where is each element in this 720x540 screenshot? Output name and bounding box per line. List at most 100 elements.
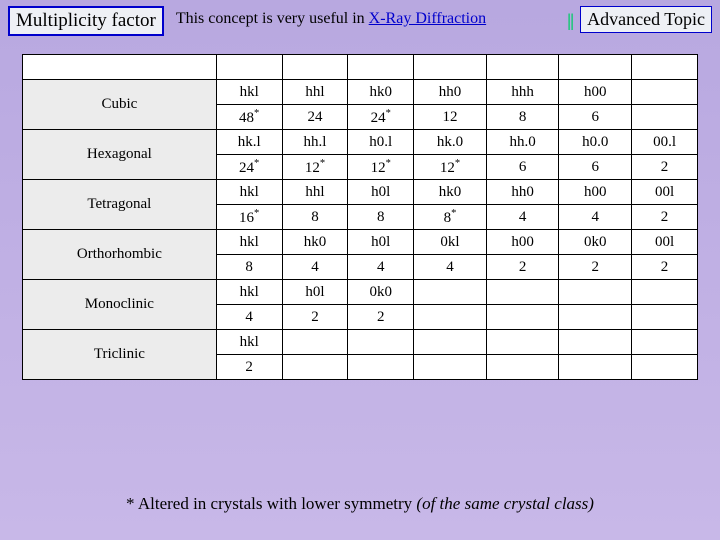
table-cell: hh.l: [282, 130, 348, 155]
table-cell: hkl: [216, 330, 282, 355]
table-cell: 24*: [216, 155, 282, 180]
subtitle: This concept is very useful in X-Ray Dif…: [176, 10, 568, 28]
table-cell: 2: [216, 355, 282, 380]
table-cell: hkl: [216, 280, 282, 305]
table-cell: 0kl: [414, 230, 487, 255]
table-cell: 16*: [216, 205, 282, 230]
multiplicity-table-wrap: Cubichklhhlhk0hh0hhhh0048*2424*1286Hexag…: [22, 46, 698, 380]
table-cell: 6: [559, 105, 632, 130]
table-cell: 4: [559, 205, 632, 230]
table-cell: hh0: [486, 180, 559, 205]
table-cell: [632, 305, 698, 330]
table-cell: 4: [282, 255, 348, 280]
table-cell: 4: [348, 255, 414, 280]
table-cell: 2: [632, 255, 698, 280]
table-cell: [282, 330, 348, 355]
table-cell: [486, 305, 559, 330]
table-cell: 12: [414, 105, 487, 130]
table-cell: [632, 80, 698, 105]
table-cell: h00: [559, 180, 632, 205]
title-box: Multiplicity factor: [8, 6, 164, 36]
table-header-cell: [282, 55, 348, 80]
table-header-cell: [486, 55, 559, 80]
row-header: Orthorhombic: [23, 230, 217, 280]
table-cell: h0l: [348, 230, 414, 255]
table-cell: [559, 355, 632, 380]
subtitle-prefix: This concept is very useful in: [176, 10, 369, 27]
table-cell: 8: [282, 205, 348, 230]
table-cell: 00l: [632, 180, 698, 205]
table-cell: hkl: [216, 80, 282, 105]
table-cell: 2: [632, 155, 698, 180]
footnote: * Altered in crystals with lower symmetr…: [0, 494, 720, 514]
table-cell: [486, 355, 559, 380]
table-cell: [414, 280, 487, 305]
table-cell: hk0: [348, 80, 414, 105]
table-header-cell: [216, 55, 282, 80]
table-cell: [414, 305, 487, 330]
table-cell: 2: [348, 305, 414, 330]
table-cell: 6: [486, 155, 559, 180]
table-cell: 2: [559, 255, 632, 280]
table-cell: hhh: [486, 80, 559, 105]
table-cell: [348, 355, 414, 380]
table-cell: 12*: [414, 155, 487, 180]
row-header: Triclinic: [23, 330, 217, 380]
row-header: Tetragonal: [23, 180, 217, 230]
table-cell: 2: [632, 205, 698, 230]
table-cell: 4: [486, 205, 559, 230]
table-cell: [348, 330, 414, 355]
table-cell: 2: [486, 255, 559, 280]
table-cell: hk.0: [414, 130, 487, 155]
table-cell: [632, 105, 698, 130]
table-cell: 24*: [348, 105, 414, 130]
table-cell: 0k0: [348, 280, 414, 305]
xrd-link[interactable]: X-Ray Diffraction: [369, 10, 486, 27]
adv-marks-icon: ||: [567, 10, 573, 31]
table-cell: hk0: [282, 230, 348, 255]
table-cell: hkl: [216, 230, 282, 255]
table-cell: 6: [559, 155, 632, 180]
table-cell: 4: [216, 305, 282, 330]
table-cell: hkl: [216, 180, 282, 205]
table-cell: 24: [282, 105, 348, 130]
table-cell: h00: [559, 80, 632, 105]
multiplicity-table: Cubichklhhlhk0hh0hhhh0048*2424*1286Hexag…: [22, 46, 698, 380]
table-cell: 8: [486, 105, 559, 130]
table-cell: hk0: [414, 180, 487, 205]
table-cell: 00l: [632, 230, 698, 255]
table-cell: 8: [348, 205, 414, 230]
table-cell: 12*: [348, 155, 414, 180]
table-header-cell: [632, 55, 698, 80]
table-cell: h00: [486, 230, 559, 255]
table-cell: [559, 305, 632, 330]
table-cell: [414, 330, 487, 355]
table-cell: [282, 355, 348, 380]
table-cell: 48*: [216, 105, 282, 130]
table-header-cell: [559, 55, 632, 80]
table-cell: hk.l: [216, 130, 282, 155]
table-header-cell: [23, 55, 217, 80]
table-cell: h0l: [348, 180, 414, 205]
footnote-main: * Altered in crystals with lower symmetr…: [126, 494, 416, 513]
page-title: Multiplicity factor: [16, 10, 156, 31]
table-cell: h0.0: [559, 130, 632, 155]
table-cell: [486, 330, 559, 355]
table-cell: 12*: [282, 155, 348, 180]
table-cell: h0l: [282, 280, 348, 305]
table-cell: hh0: [414, 80, 487, 105]
row-header: Hexagonal: [23, 130, 217, 180]
advanced-label: Advanced Topic: [587, 9, 705, 29]
table-cell: 0k0: [559, 230, 632, 255]
table-cell: [559, 280, 632, 305]
table-cell: [632, 280, 698, 305]
table-cell: 00.l: [632, 130, 698, 155]
advanced-topic-box: || Advanced Topic: [580, 6, 712, 33]
table-cell: hh.0: [486, 130, 559, 155]
table-cell: 8: [216, 255, 282, 280]
table-cell: [632, 330, 698, 355]
table-cell: [486, 280, 559, 305]
table-cell: [414, 355, 487, 380]
table-cell: 4: [414, 255, 487, 280]
row-header: Monoclinic: [23, 280, 217, 330]
